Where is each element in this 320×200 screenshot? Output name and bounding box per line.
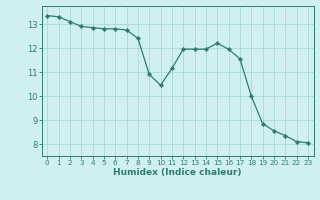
X-axis label: Humidex (Indice chaleur): Humidex (Indice chaleur) (113, 168, 242, 177)
